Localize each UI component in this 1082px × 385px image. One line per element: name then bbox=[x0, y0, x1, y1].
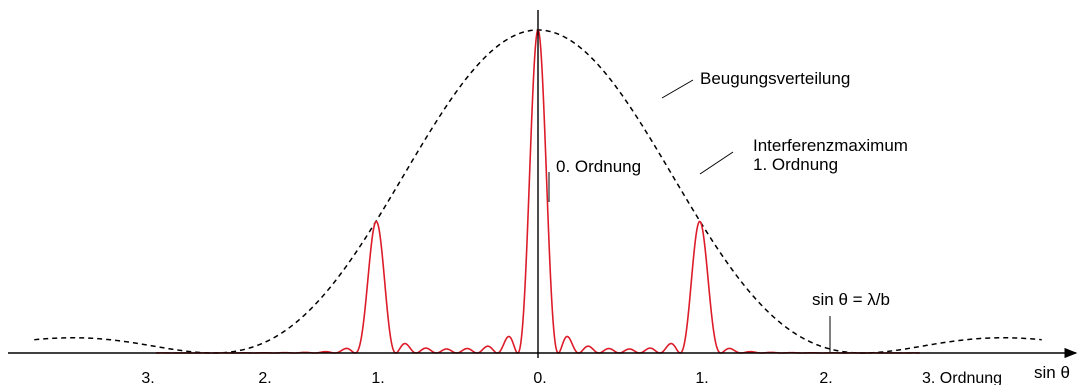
tick-label-0: 0. bbox=[533, 370, 546, 385]
envelope-label: Beugungsverteilung bbox=[700, 69, 850, 88]
x-axis-label: sin θ bbox=[1034, 363, 1070, 382]
tick-label-right-1: 1. bbox=[695, 370, 708, 385]
tick-label-left-2: 2. bbox=[258, 370, 271, 385]
tick-label-right-2: 2. bbox=[819, 370, 832, 385]
envelope-leader-line bbox=[661, 79, 694, 99]
tick-label-left-1: 1. bbox=[371, 370, 384, 385]
tick-label-right-3-order: 3. Ordnung bbox=[922, 370, 1002, 385]
interference-leader-line bbox=[699, 151, 734, 175]
interference-maximum-label: Interferenzmaximum bbox=[753, 136, 908, 155]
first-minimum-label: sin θ = λ/b bbox=[812, 290, 890, 309]
zeroth-order-label: 0. Ordnung bbox=[556, 157, 641, 176]
tick-label-left-3: 3. bbox=[141, 370, 154, 385]
interference-order-label: 1. Ordnung bbox=[753, 155, 838, 174]
